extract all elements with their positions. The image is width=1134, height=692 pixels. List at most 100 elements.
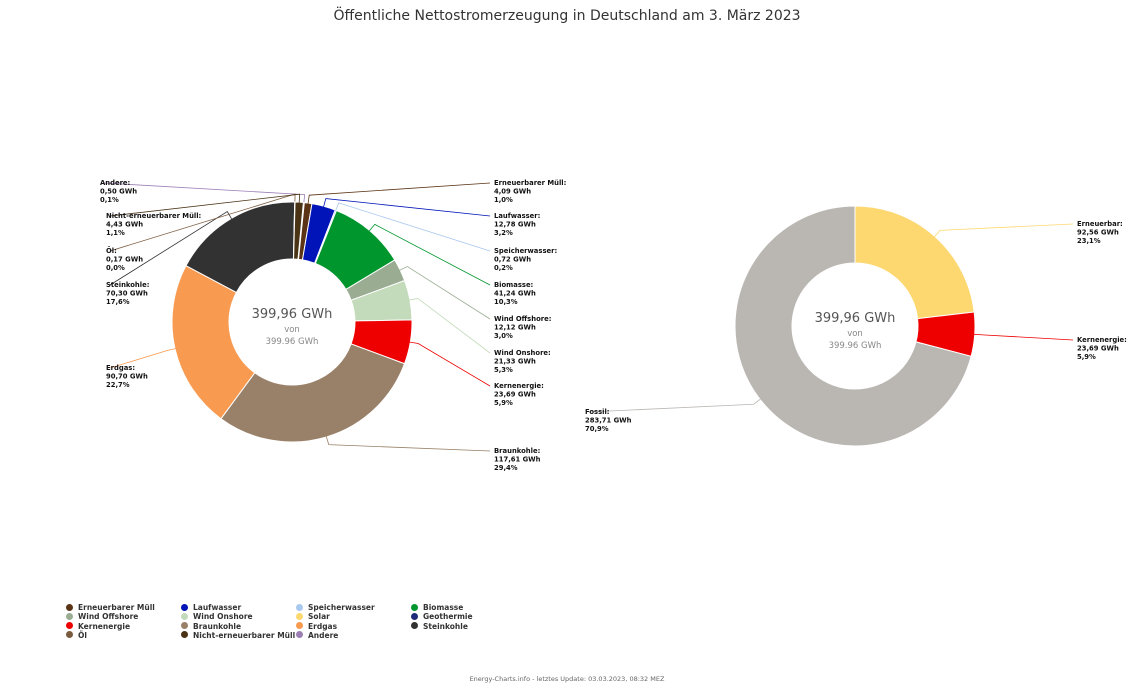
center-value: 399,96 GWh bbox=[252, 307, 333, 322]
leader-line-fossil bbox=[588, 396, 764, 413]
legend-marker-icon bbox=[66, 612, 73, 620]
slice-nicht-erneuerbarer-muell[interactable] bbox=[293, 201, 304, 260]
label-speicherwasser-percent: 0,2% bbox=[494, 264, 513, 272]
label-erneuerbarer-muell-name: Erneuerbarer Müll: bbox=[494, 179, 566, 187]
label-wind-offshore-value: 12,12 GWh bbox=[494, 324, 536, 332]
label-oel-value: 0,17 GWh bbox=[106, 256, 143, 264]
slice-fossil[interactable] bbox=[734, 205, 972, 447]
legend-item-nicht-erneuerbarer-muell[interactable]: Nicht-erneuerbarer Müll bbox=[181, 631, 295, 640]
label-speicherwasser-value: 0,72 GWh bbox=[494, 256, 531, 264]
legend-label: Wind Offshore bbox=[78, 612, 139, 622]
leader-line-erneuerbarer-muell bbox=[307, 182, 491, 208]
legend-marker-icon bbox=[66, 603, 73, 611]
legend-item-oel[interactable]: Öl bbox=[66, 631, 87, 640]
leader-line-wind-offshore bbox=[396, 266, 491, 320]
legend-label: Braunkohle bbox=[193, 621, 242, 631]
legend-label: Geothermie bbox=[423, 612, 473, 622]
label-laufwasser-percent: 3,2% bbox=[494, 229, 513, 237]
legend-item-erneuerbarer-muell[interactable]: Erneuerbarer Müll bbox=[66, 603, 155, 612]
legend-label: Solar bbox=[308, 612, 330, 622]
legend-marker-icon bbox=[296, 622, 303, 630]
label-braunkohle-value: 117,61 GWh bbox=[494, 456, 541, 464]
label-kernenergie-value: 23,69 GWh bbox=[494, 391, 536, 399]
legend-label: Speicherwasser bbox=[308, 603, 375, 612]
label-braunkohle-percent: 29,4% bbox=[494, 464, 518, 472]
label-erneuerbar-percent: 23,1% bbox=[1077, 237, 1101, 245]
label-steinkohle-value: 70,30 GWh bbox=[106, 290, 148, 298]
label-erneuerbar-value: 92,56 GWh bbox=[1077, 229, 1119, 237]
label-wind-onshore-percent: 5,3% bbox=[494, 366, 513, 374]
footer-update-note: Energy-Charts.info - letztes Update: 03.… bbox=[469, 675, 665, 683]
legend-item-steinkohle[interactable]: Steinkohle bbox=[411, 622, 468, 631]
label-biomasse-name: Biomasse: bbox=[494, 281, 533, 289]
leader-line-laufwasser bbox=[322, 198, 491, 217]
center-total: 399.96 GWh bbox=[829, 341, 882, 351]
legend-item-laufwasser[interactable]: Laufwasser bbox=[181, 603, 241, 612]
label-nicht-erneuerbarer-muell-percent: 1,1% bbox=[106, 229, 125, 237]
label-andere-value: 0,50 GWh bbox=[100, 188, 137, 196]
label-wind-offshore-name: Wind Offshore: bbox=[494, 315, 551, 323]
legend-label: Steinkohle bbox=[423, 621, 468, 631]
leader-line-erneuerbar bbox=[931, 223, 1074, 240]
slice-erdgas[interactable] bbox=[171, 265, 256, 420]
label-erdgas-value: 90,70 GWh bbox=[106, 373, 148, 381]
label-erdgas-name: Erdgas: bbox=[106, 364, 135, 372]
leader-line-steinkohle bbox=[109, 210, 234, 286]
legend-item-solar[interactable]: Solar bbox=[296, 612, 330, 621]
legend-item-kernenergie[interactable]: Kernenergie bbox=[66, 622, 130, 631]
label-fossil-percent: 70,9% bbox=[585, 425, 609, 433]
label-kernenergie-name: Kernenergie: bbox=[494, 382, 544, 390]
legend-label: Kernenergie bbox=[78, 621, 131, 631]
legend-marker-icon bbox=[181, 622, 188, 630]
legend-label: Erneuerbarer Müll bbox=[78, 603, 155, 612]
center-of-label: von bbox=[284, 325, 300, 335]
legend-label: Biomasse bbox=[423, 603, 464, 612]
slice-erneuerbar[interactable] bbox=[854, 205, 975, 320]
legend-marker-icon bbox=[296, 631, 303, 639]
legend-label: Erdgas bbox=[308, 621, 338, 631]
legend-marker-icon bbox=[66, 631, 73, 639]
label-fossil-name: Fossil: bbox=[585, 408, 610, 416]
legend-item-andere[interactable]: Andere bbox=[296, 631, 338, 640]
legend-marker-icon bbox=[296, 603, 303, 611]
label-wind-onshore-name: Wind Onshore: bbox=[494, 349, 551, 357]
leader-line-braunkohle bbox=[324, 433, 491, 452]
center-of-label: von bbox=[847, 329, 863, 339]
label-biomasse-percent: 10,3% bbox=[494, 298, 518, 306]
label-nicht-erneuerbarer-muell-name: Nicht-erneuerbarer Müll: bbox=[106, 212, 201, 220]
label-braunkohle-name: Braunkohle: bbox=[494, 447, 540, 455]
label-oel-percent: 0,0% bbox=[106, 264, 125, 272]
label-biomasse-value: 41,24 GWh bbox=[494, 290, 536, 298]
legend-marker-icon bbox=[411, 603, 418, 611]
legend-label: Wind Onshore bbox=[193, 612, 253, 622]
label-erneuerbarer-muell-value: 4,09 GWh bbox=[494, 188, 531, 196]
legend-item-wind-onshore[interactable]: Wind Onshore bbox=[181, 612, 253, 621]
label-oel-name: Öl: bbox=[106, 246, 117, 255]
leader-line-kernenergie bbox=[406, 341, 491, 387]
label-kernenergie-value: 23,69 GWh bbox=[1077, 345, 1119, 353]
label-erdgas-percent: 22,7% bbox=[106, 381, 130, 389]
legend-item-wind-offshore[interactable]: Wind Offshore bbox=[66, 612, 138, 621]
legend-item-braunkohle[interactable]: Braunkohle bbox=[181, 622, 241, 631]
leader-line-kernenergie bbox=[970, 333, 1074, 341]
legend-item-geothermie[interactable]: Geothermie bbox=[411, 612, 473, 621]
label-andere-name: Andere: bbox=[100, 179, 130, 187]
leader-line-wind-onshore bbox=[405, 298, 491, 354]
legend-item-erdgas[interactable]: Erdgas bbox=[296, 622, 337, 631]
slice-braunkohle[interactable] bbox=[220, 343, 406, 443]
legend-item-biomasse[interactable]: Biomasse bbox=[411, 603, 463, 612]
label-kernenergie-percent: 5,9% bbox=[1077, 353, 1096, 361]
legend-label: Andere bbox=[308, 630, 339, 640]
label-wind-onshore-value: 21,33 GWh bbox=[494, 358, 536, 366]
label-fossil-value: 283,71 GWh bbox=[585, 417, 632, 425]
label-erneuerbarer-muell-percent: 1,0% bbox=[494, 196, 513, 204]
label-speicherwasser-name: Speicherwasser: bbox=[494, 247, 557, 255]
legend-item-speicherwasser[interactable]: Speicherwasser bbox=[296, 603, 375, 612]
label-nicht-erneuerbarer-muell-value: 4,43 GWh bbox=[106, 221, 143, 229]
legend-label: Öl bbox=[78, 630, 87, 640]
legend-marker-icon bbox=[181, 603, 188, 611]
legend-marker-icon bbox=[181, 612, 188, 620]
